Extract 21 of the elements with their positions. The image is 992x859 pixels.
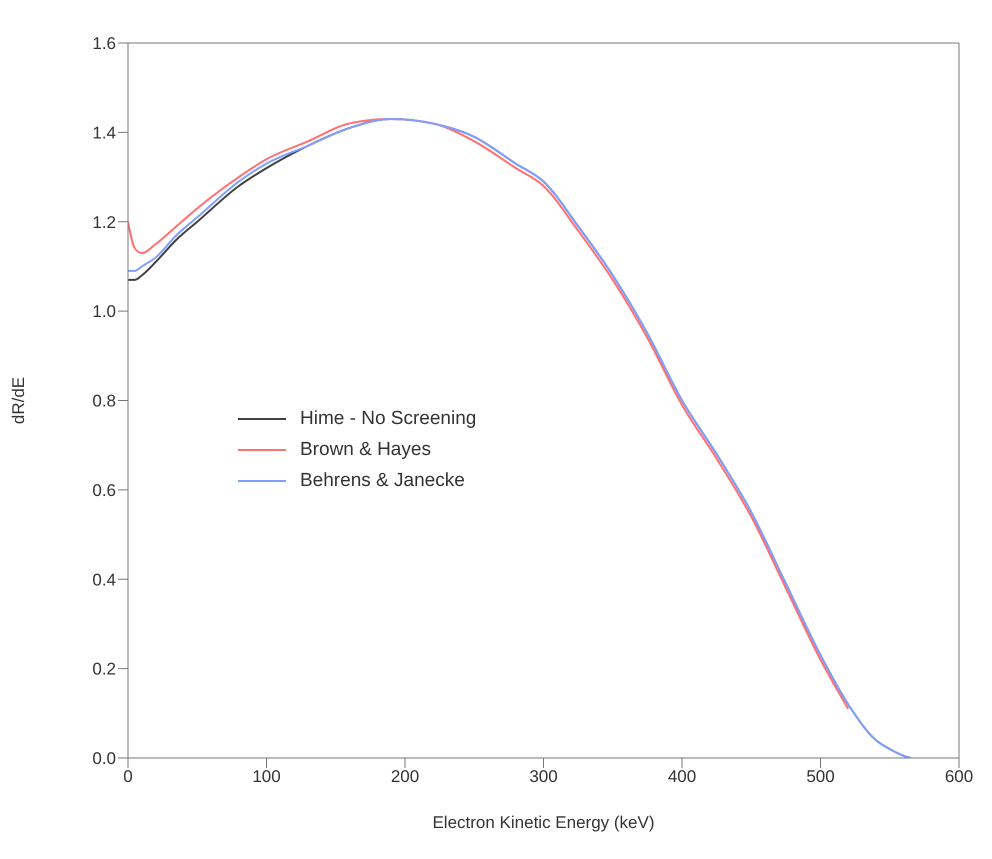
x-tick-label: 300 (529, 767, 558, 786)
y-tick-label: 0.0 (92, 749, 116, 768)
y-tick-label: 0.8 (92, 392, 116, 411)
y-tick-label: 1.2 (92, 212, 116, 232)
x-tick-label: 200 (390, 767, 420, 786)
x-tick-label: 100 (252, 767, 281, 786)
legend-label: Hime - No Screening (300, 408, 476, 430)
legend-label: Brown & Hayes (300, 438, 431, 460)
y-tick-label: 1.0 (92, 302, 116, 322)
y-tick-label: 0.4 (92, 570, 116, 590)
x-tick-label: 0 (123, 767, 133, 786)
x-tick-label: 400 (668, 767, 696, 786)
y-tick-label: 1.4 (92, 123, 116, 142)
y-tick-label: 0.6 (92, 480, 116, 500)
legend-label: Behrens & Janecke (300, 470, 465, 492)
x-axis-title: Electron Kinetic Energy (keV) (432, 813, 655, 832)
x-tick-label: 600 (944, 767, 974, 786)
y-axis-title: dR/dE (9, 376, 28, 424)
y-tick-label: 1.6 (92, 34, 116, 54)
x-tick-label: 500 (806, 767, 835, 786)
y-tick-label: 0.2 (92, 660, 116, 679)
